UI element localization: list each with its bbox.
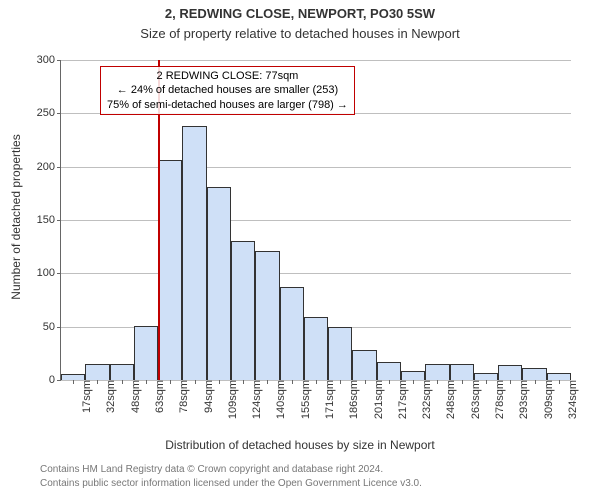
xtick-mark — [413, 380, 414, 384]
xtick-mark — [122, 380, 123, 384]
xtick-mark — [365, 380, 366, 384]
chart-title-line2: Size of property relative to detached ho… — [0, 26, 600, 41]
chart-container: 2, REDWING CLOSE, NEWPORT, PO30 5SW Size… — [0, 0, 600, 500]
xtick-label: 17sqm — [77, 380, 93, 413]
histogram-bar — [425, 364, 449, 380]
x-axis-label: Distribution of detached houses by size … — [0, 438, 600, 452]
xtick-label: 217sqm — [393, 380, 409, 419]
xtick-mark — [559, 380, 560, 384]
xtick-mark — [292, 380, 293, 384]
xtick-label: 324sqm — [563, 380, 579, 419]
histogram-bar — [377, 362, 401, 380]
xtick-mark — [219, 380, 220, 384]
xtick-label: 278sqm — [490, 380, 506, 419]
histogram-bar — [304, 317, 328, 380]
histogram-bar — [498, 365, 522, 380]
histogram-bar — [328, 327, 352, 380]
histogram-bar — [352, 350, 376, 380]
xtick-mark — [316, 380, 317, 384]
xtick-mark — [462, 380, 463, 384]
xtick-label: 171sqm — [320, 380, 336, 419]
xtick-label: 78sqm — [174, 380, 190, 413]
histogram-bar — [182, 126, 206, 380]
histogram-bar — [255, 251, 279, 380]
xtick-label: 201sqm — [369, 380, 385, 419]
xtick-mark — [73, 380, 74, 384]
histogram-bar — [547, 373, 571, 380]
xtick-label: 94sqm — [199, 380, 215, 413]
ytick-label: 200 — [37, 161, 61, 173]
footer-line1: Contains HM Land Registry data © Crown c… — [40, 464, 383, 475]
xtick-mark — [97, 380, 98, 384]
xtick-mark — [267, 380, 268, 384]
xtick-label: 309sqm — [539, 380, 555, 419]
histogram-bar — [134, 326, 158, 380]
annotation-line2: ← 24% of detached houses are smaller (25… — [107, 83, 348, 97]
annotation-line3: 75% of semi-detached houses are larger (… — [107, 98, 348, 112]
xtick-label: 32sqm — [101, 380, 117, 413]
histogram-bar — [110, 364, 134, 380]
histogram-bar — [522, 368, 546, 380]
xtick-mark — [535, 380, 536, 384]
xtick-label: 263sqm — [466, 380, 482, 419]
xtick-mark — [510, 380, 511, 384]
gridline — [61, 220, 571, 221]
gridline — [61, 60, 571, 61]
xtick-label: 109sqm — [223, 380, 239, 419]
xtick-mark — [146, 380, 147, 384]
xtick-label: 248sqm — [441, 380, 457, 419]
xtick-label: 63sqm — [150, 380, 166, 413]
histogram-bar — [280, 287, 304, 380]
footer-line2: Contains public sector information licen… — [40, 478, 422, 489]
histogram-bar — [158, 160, 182, 380]
ytick-label: 300 — [37, 54, 61, 66]
xtick-label: 140sqm — [271, 380, 287, 419]
histogram-bar — [85, 364, 109, 380]
histogram-bar — [231, 241, 255, 380]
xtick-label: 124sqm — [247, 380, 263, 419]
ytick-label: 0 — [49, 374, 61, 386]
xtick-label: 232sqm — [417, 380, 433, 419]
xtick-mark — [243, 380, 244, 384]
histogram-bar — [450, 364, 474, 380]
histogram-bar — [401, 371, 425, 380]
gridline — [61, 273, 571, 274]
xtick-label: 293sqm — [514, 380, 530, 419]
xtick-mark — [389, 380, 390, 384]
xtick-mark — [170, 380, 171, 384]
chart-title-line1: 2, REDWING CLOSE, NEWPORT, PO30 5SW — [0, 6, 600, 21]
annotation-line1: 2 REDWING CLOSE: 77sqm — [107, 69, 348, 83]
xtick-mark — [340, 380, 341, 384]
xtick-label: 48sqm — [126, 380, 142, 413]
xtick-mark — [437, 380, 438, 384]
ytick-label: 250 — [37, 107, 61, 119]
ytick-label: 150 — [37, 214, 61, 226]
xtick-mark — [486, 380, 487, 384]
xtick-label: 155sqm — [296, 380, 312, 419]
ytick-label: 100 — [37, 267, 61, 279]
histogram-bar — [474, 373, 498, 380]
xtick-label: 186sqm — [344, 380, 360, 419]
gridline — [61, 167, 571, 168]
ytick-label: 50 — [43, 321, 61, 333]
annotation-box: 2 REDWING CLOSE: 77sqm ← 24% of detached… — [100, 66, 355, 115]
histogram-bar — [207, 187, 231, 380]
y-axis-label: Number of detached properties — [9, 117, 23, 317]
xtick-mark — [195, 380, 196, 384]
